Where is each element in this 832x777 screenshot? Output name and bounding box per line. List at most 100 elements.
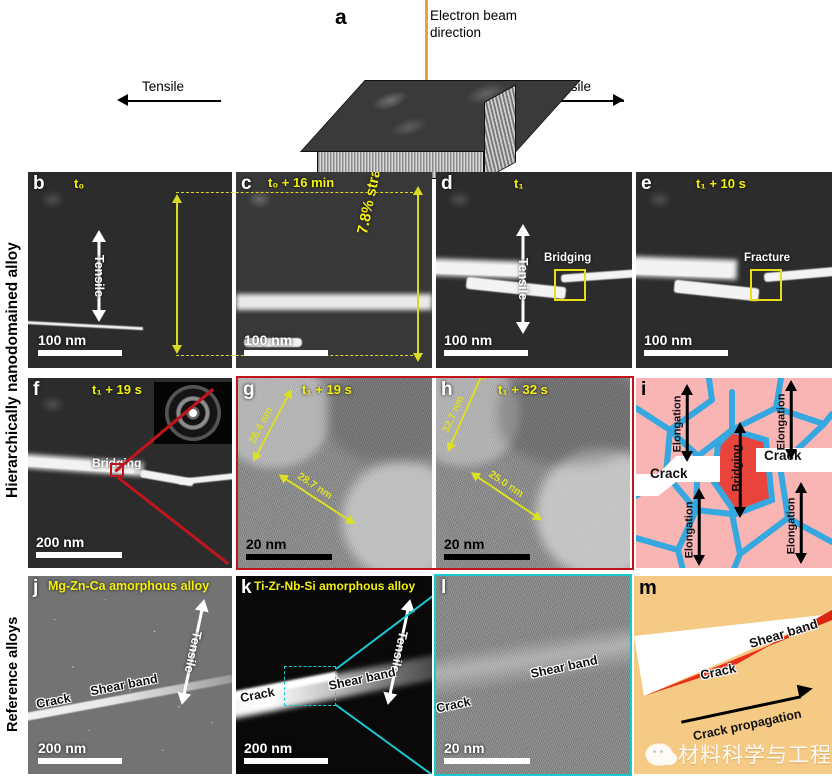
panel-d-time: t₁	[514, 176, 524, 191]
panel-h-scalebar-line	[444, 554, 530, 560]
slab-top-surface	[300, 80, 581, 152]
tensile-arrowhead-left	[117, 94, 128, 106]
panel-b-tensile-arrow: Tensile	[86, 230, 112, 322]
panel-g-scalebar: 20 nm	[246, 536, 332, 560]
panel-d-letter: d	[441, 173, 453, 194]
panel-f-scalebar-line	[36, 552, 122, 558]
panel-g-letter: g	[243, 379, 255, 400]
arrow-shaft	[521, 234, 525, 324]
panel-h-scalebar-text: 20 nm	[444, 536, 485, 552]
wechat-icon	[646, 743, 677, 765]
panel-d-scalebar-text: 100 nm	[444, 332, 493, 348]
panel-l-scalebar: 20 nm	[444, 740, 530, 764]
arrow-shaft	[176, 202, 178, 346]
panel-k-scalebar-line	[244, 758, 328, 764]
panel-j-scalebar-text: 200 nm	[38, 740, 87, 756]
panel-i: i Crack Crack Bridging Elongation Elonga…	[636, 378, 832, 568]
panel-f-time: t₁ + 19 s	[92, 382, 142, 397]
panel-l-scalebar-text: 20 nm	[444, 740, 485, 756]
panel-f-letter: f	[33, 379, 40, 400]
panel-e-roi-box	[750, 269, 782, 301]
row-label-reference: Reference alloys	[5, 616, 21, 733]
panel-j-letter: j	[33, 577, 39, 598]
panel-e-time: t₁ + 10 s	[696, 176, 746, 191]
panel-i-elongation-arrow-2	[782, 380, 800, 460]
panel-c-scalebar-text: 100 nm	[244, 332, 293, 348]
panel-d-scalebar-line	[444, 350, 528, 356]
panel-i-bridging-arrow	[730, 422, 750, 518]
panel-f: f t₁ + 19 s Bridging 200 nm	[28, 378, 232, 568]
panel-d-roi-box	[554, 269, 586, 301]
panel-c: c t₀ + 16 min 100 nm 7.8% strain	[236, 172, 432, 368]
panel-d-roi-caption: Bridging	[544, 252, 592, 264]
panel-b-scalebar-text: 100 nm	[38, 332, 87, 348]
panel-l-scalebar-line	[444, 758, 530, 764]
specimen-slab-3d	[300, 80, 581, 180]
panel-i-elongation-label-2: Elongation	[775, 393, 788, 451]
panel-e-roi-caption: Fracture	[744, 252, 791, 264]
panel-g-scalebar-line	[246, 554, 332, 560]
panel-c-scalebar: 100 nm	[244, 332, 328, 356]
tensile-arrow-left	[125, 100, 221, 102]
panel-h-letter: h	[441, 379, 453, 400]
panel-f-diffraction-inset	[154, 382, 232, 444]
panel-g: g t₁ + 19 s 26.4 nm 28.7 nm 20 nm	[238, 378, 432, 568]
panel-c-scalebar-line	[244, 350, 328, 356]
arrowhead-down	[92, 310, 106, 322]
panel-f-roi-box	[110, 463, 124, 477]
panel-j-micrograph	[28, 576, 232, 774]
arrowhead-up	[516, 224, 530, 236]
panel-i-elongation-arrow-1	[678, 384, 696, 462]
panel-b-time: t₀	[74, 176, 85, 191]
panel-g-scalebar-text: 20 nm	[246, 536, 287, 552]
panel-e-scalebar: 100 nm	[644, 332, 728, 356]
electron-beam-label: Electron beam direction	[430, 8, 518, 40]
panel-i-elongation-arrow-3	[690, 488, 708, 566]
panel-b-scalebar-line	[38, 350, 122, 356]
panel-h: h t₁ + 32 s 32.7 nm 25.0 nm 20 nm	[436, 378, 630, 568]
tensile-arrowhead-right	[613, 94, 624, 106]
panel-d-scalebar: 100 nm	[444, 332, 528, 356]
arrowhead-down	[413, 353, 423, 362]
panel-b-letter: b	[33, 173, 45, 194]
watermark: 材料科学与工程	[646, 739, 832, 769]
watermark-text: 材料科学与工程	[678, 743, 832, 767]
panel-h-grain-upper-right	[498, 378, 630, 464]
arrowhead-up	[92, 230, 106, 242]
arrowhead-up	[413, 186, 423, 195]
panel-i-grain-network	[636, 378, 832, 568]
tensile-label-left: Tensile	[142, 79, 185, 94]
panel-j-scalebar-line	[38, 758, 122, 764]
panel-e: e t₁ + 10 s Fracture 100 nm	[636, 172, 832, 368]
panel-j-scalebar: 200 nm	[38, 740, 122, 764]
panel-a: a Electron beam direction Tensile Tensil…	[0, 0, 832, 180]
panel-i-crack-right-label: Crack	[764, 448, 802, 463]
diffraction-rings	[165, 385, 221, 441]
panel-c-time: t₀ + 16 min	[268, 175, 335, 190]
panel-m: m Crack Shear band Crack propagation 材料科…	[634, 576, 832, 774]
panel-k-roi-box	[284, 666, 336, 706]
row-label-hierarchical: Hierarchically nanodomained alloy	[4, 242, 21, 498]
panel-m-letter: m	[639, 577, 657, 599]
panel-g-grain-upper-right	[326, 378, 432, 462]
panel-k-letter: k	[241, 577, 252, 598]
panel-i-bridging-label: Bridging	[731, 444, 744, 492]
strain-arrow-b	[170, 194, 184, 354]
panel-e-scalebar-line	[644, 350, 728, 356]
panel-d-tensile-label: Tensile	[516, 257, 530, 301]
panel-e-scalebar-text: 100 nm	[644, 332, 693, 348]
panel-i-letter: i	[641, 379, 647, 400]
panel-c-bright-band	[236, 294, 432, 310]
panel-j: j Mg-Zn-Ca amorphous alloy Crack Shear b…	[28, 576, 232, 774]
panel-m-schematic	[634, 610, 832, 696]
panel-h-time: t₁ + 32 s	[498, 382, 548, 397]
panel-i-elongation-label-1: Elongation	[671, 395, 684, 453]
slab-side-face	[484, 84, 516, 180]
arrow-shaft	[97, 240, 101, 312]
panel-f-scalebar: 200 nm	[36, 534, 122, 558]
panel-j-tensile-label: Tensile	[181, 629, 205, 675]
panel-k-title: Ti-Zr-Nb-Si amorphous alloy	[254, 579, 416, 593]
panel-b-tensile-label: Tensile	[92, 254, 106, 298]
panel-d-tensile-arrow: Tensile	[510, 224, 536, 334]
